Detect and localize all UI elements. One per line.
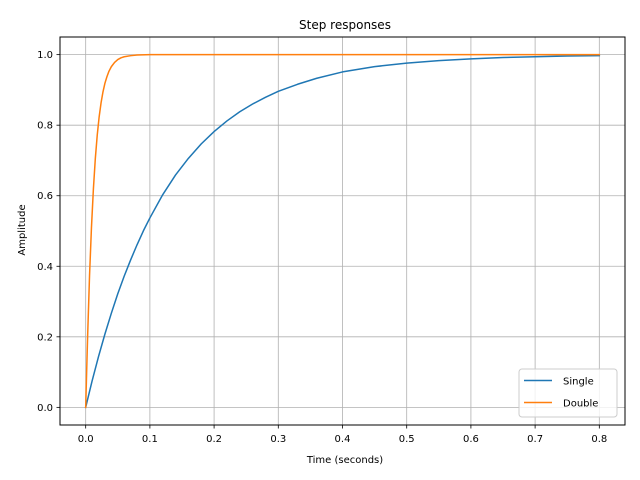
x-tick-label: 0.5 [399,434,415,445]
x-tick-label: 0.0 [78,434,94,445]
series-line-single [84,54,601,409]
y-tick-label: 0.8 [37,121,53,132]
x-tick-label: 0.1 [142,434,158,445]
legend-label-double: Double [563,399,598,410]
y-tick-label: 0.6 [37,191,53,202]
x-tick-label: 0.2 [206,434,222,445]
x-tick-label: 0.8 [591,434,607,445]
y-tick-label: 0.0 [37,403,53,414]
axis-ticks: 0.0 0.1 0.2 0.3 0.4 0.5 0.6 0.7 0.8 0.0 0.2 0.4 0.6 0… [37,50,607,445]
x-axis-label: Time (seconds) [306,455,383,466]
series-line-double [84,53,601,409]
x-tick-label: 0.6 [463,434,479,445]
y-axis-label: Amplitude [17,204,28,255]
x-tick-label: 0.3 [270,434,286,445]
y-tick-label: 1.0 [37,50,53,61]
y-tick-label: 0.2 [37,332,53,343]
x-tick-label: 0.7 [527,434,543,445]
y-tick-label: 0.4 [37,262,53,273]
x-tick-label: 0.4 [335,434,351,445]
data-series [84,53,601,409]
chart-title: Step responses [299,18,391,32]
legend: Single Double [518,368,618,418]
legend-label-single: Single [563,377,594,388]
